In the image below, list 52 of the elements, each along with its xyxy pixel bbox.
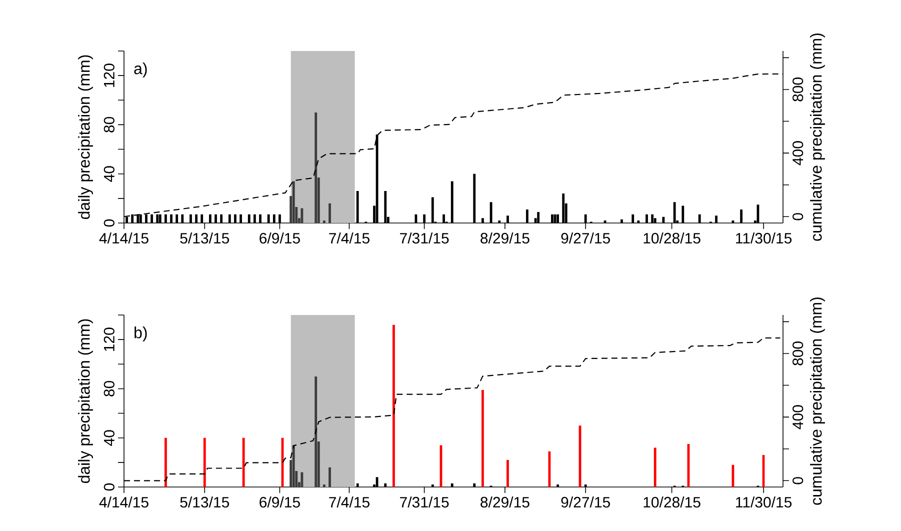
bar — [328, 203, 331, 223]
bar — [314, 112, 318, 223]
y2-axis-title: cumulative precipitation (mm) — [810, 34, 825, 241]
x-tick-label: 11/30/15 — [736, 232, 792, 244]
x-tick-label: 8/29/15 — [480, 496, 530, 508]
x-tick-label: 4/14/15 — [99, 496, 148, 508]
x-tick-label: 10/28/15 — [644, 232, 700, 244]
y2-tick-label: 400 — [792, 405, 804, 430]
y-tick-label: 80 — [104, 116, 114, 132]
y-axis-title: daily precipitation (mm) — [78, 55, 93, 220]
y-tick-label: 120 — [104, 328, 114, 351]
bar — [292, 181, 295, 223]
y-tick-label: 80 — [104, 380, 114, 396]
x-tick-label: 8/29/15 — [480, 232, 530, 244]
text: a) — [134, 62, 147, 78]
text: b) — [134, 326, 147, 342]
x-tick-label: 6/9/15 — [260, 496, 300, 508]
y-tick-label: 40 — [104, 430, 114, 446]
x-tick-label: 11/30/15 — [736, 496, 792, 508]
y-tick-label: 120 — [104, 64, 114, 87]
y2-tick-label: 400 — [792, 141, 804, 166]
y-tick-label: 0 — [104, 483, 114, 491]
bar — [314, 376, 318, 487]
bar — [328, 467, 331, 487]
x-tick-label: 6/9/15 — [260, 232, 300, 244]
x-tick-label: 7/31/15 — [400, 232, 449, 244]
bar — [164, 438, 167, 487]
x-tick-label: 7/31/15 — [400, 496, 449, 508]
bar — [203, 438, 206, 487]
y-tick-label: 0 — [104, 219, 114, 227]
x-tick-label: 7/4/15 — [329, 232, 370, 244]
y2-tick-label: 800 — [792, 342, 804, 366]
x-tick-label: 9/27/15 — [561, 496, 610, 508]
y-axis-title: daily precipitation (mm) — [78, 319, 93, 484]
y2-tick-label: 800 — [792, 78, 804, 102]
bar — [654, 448, 656, 487]
x-tick-label: 5/13/15 — [180, 232, 230, 244]
y-tick-label: 40 — [104, 166, 114, 182]
x-tick-label: 4/14/15 — [99, 232, 148, 244]
bar — [506, 460, 509, 487]
x-tick-label: 9/27/15 — [561, 232, 610, 244]
bar — [548, 451, 551, 487]
y2-tick-label: 0 — [792, 477, 804, 484]
bar — [242, 438, 245, 487]
x-tick-label: 5/13/15 — [180, 496, 230, 508]
x-tick-label: 10/28/15 — [644, 496, 700, 508]
bar — [292, 445, 295, 487]
bar — [482, 390, 484, 487]
y2-tick-label: 0 — [792, 213, 804, 220]
y2-axis-title: cumulative precipitation (mm) — [810, 298, 825, 505]
x-tick-label: 7/4/15 — [329, 496, 370, 508]
bar — [392, 324, 395, 487]
